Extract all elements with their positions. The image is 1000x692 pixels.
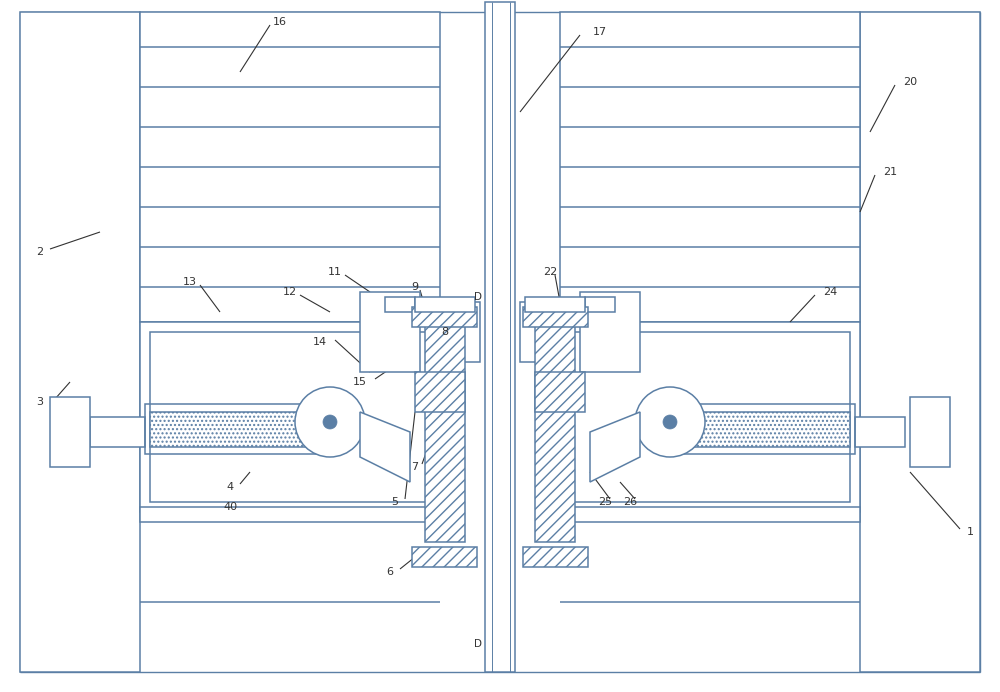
Text: 11: 11 (328, 267, 342, 277)
Text: 22: 22 (543, 267, 557, 277)
Bar (145, 404, 335, 454)
Text: D: D (474, 292, 482, 302)
Bar (585, 297, 615, 312)
Text: 12: 12 (283, 287, 297, 297)
Bar (415, 297, 475, 312)
Bar (20, 12, 140, 672)
Bar (412, 307, 477, 327)
Text: 6: 6 (387, 567, 394, 577)
Bar (360, 292, 420, 372)
Text: 26: 26 (623, 497, 637, 507)
Bar (140, 322, 440, 512)
Text: 25: 25 (598, 497, 612, 507)
Circle shape (323, 415, 337, 429)
Text: 40: 40 (223, 502, 237, 512)
Bar (910, 397, 950, 467)
Text: 13: 13 (183, 277, 197, 287)
Bar (150, 332, 430, 502)
Bar (520, 302, 600, 362)
Text: 9: 9 (411, 282, 419, 292)
Text: 21: 21 (883, 167, 897, 177)
Text: 20: 20 (903, 77, 917, 87)
Bar (140, 12, 440, 322)
Bar (415, 372, 465, 412)
Bar (90, 417, 145, 447)
Bar (425, 322, 465, 542)
Bar (412, 547, 477, 567)
Bar (523, 547, 588, 567)
Bar (385, 297, 415, 312)
Text: 2: 2 (36, 247, 44, 257)
Text: 1: 1 (966, 527, 974, 537)
Text: 7: 7 (411, 462, 419, 472)
Circle shape (295, 387, 365, 457)
Bar (525, 297, 585, 312)
Circle shape (663, 415, 677, 429)
Text: D: D (474, 639, 482, 649)
Polygon shape (590, 412, 640, 482)
Text: 15: 15 (353, 377, 367, 387)
Bar (560, 322, 860, 512)
Bar (560, 507, 860, 522)
Bar (150, 412, 330, 447)
Text: 16: 16 (273, 17, 287, 27)
Bar (665, 404, 855, 454)
Bar (50, 397, 90, 467)
Text: 3: 3 (37, 397, 44, 407)
Bar (535, 372, 585, 412)
Bar (535, 322, 575, 542)
Bar (140, 507, 440, 522)
Bar (670, 412, 850, 447)
Text: 14: 14 (313, 337, 327, 347)
Bar (560, 12, 860, 322)
Bar (485, 2, 515, 672)
Bar (523, 307, 588, 327)
Bar (550, 312, 570, 412)
Text: 17: 17 (593, 27, 607, 37)
Bar (540, 302, 580, 422)
Bar (570, 332, 850, 502)
Bar (420, 302, 460, 422)
Polygon shape (360, 412, 410, 482)
Bar (580, 292, 640, 372)
Bar (430, 312, 450, 412)
Text: 4: 4 (226, 482, 234, 492)
Text: 8: 8 (441, 327, 449, 337)
Bar (400, 302, 480, 362)
Bar (855, 417, 905, 447)
Text: 24: 24 (823, 287, 837, 297)
Circle shape (635, 387, 705, 457)
Bar (860, 12, 980, 672)
Text: 5: 5 (392, 497, 399, 507)
